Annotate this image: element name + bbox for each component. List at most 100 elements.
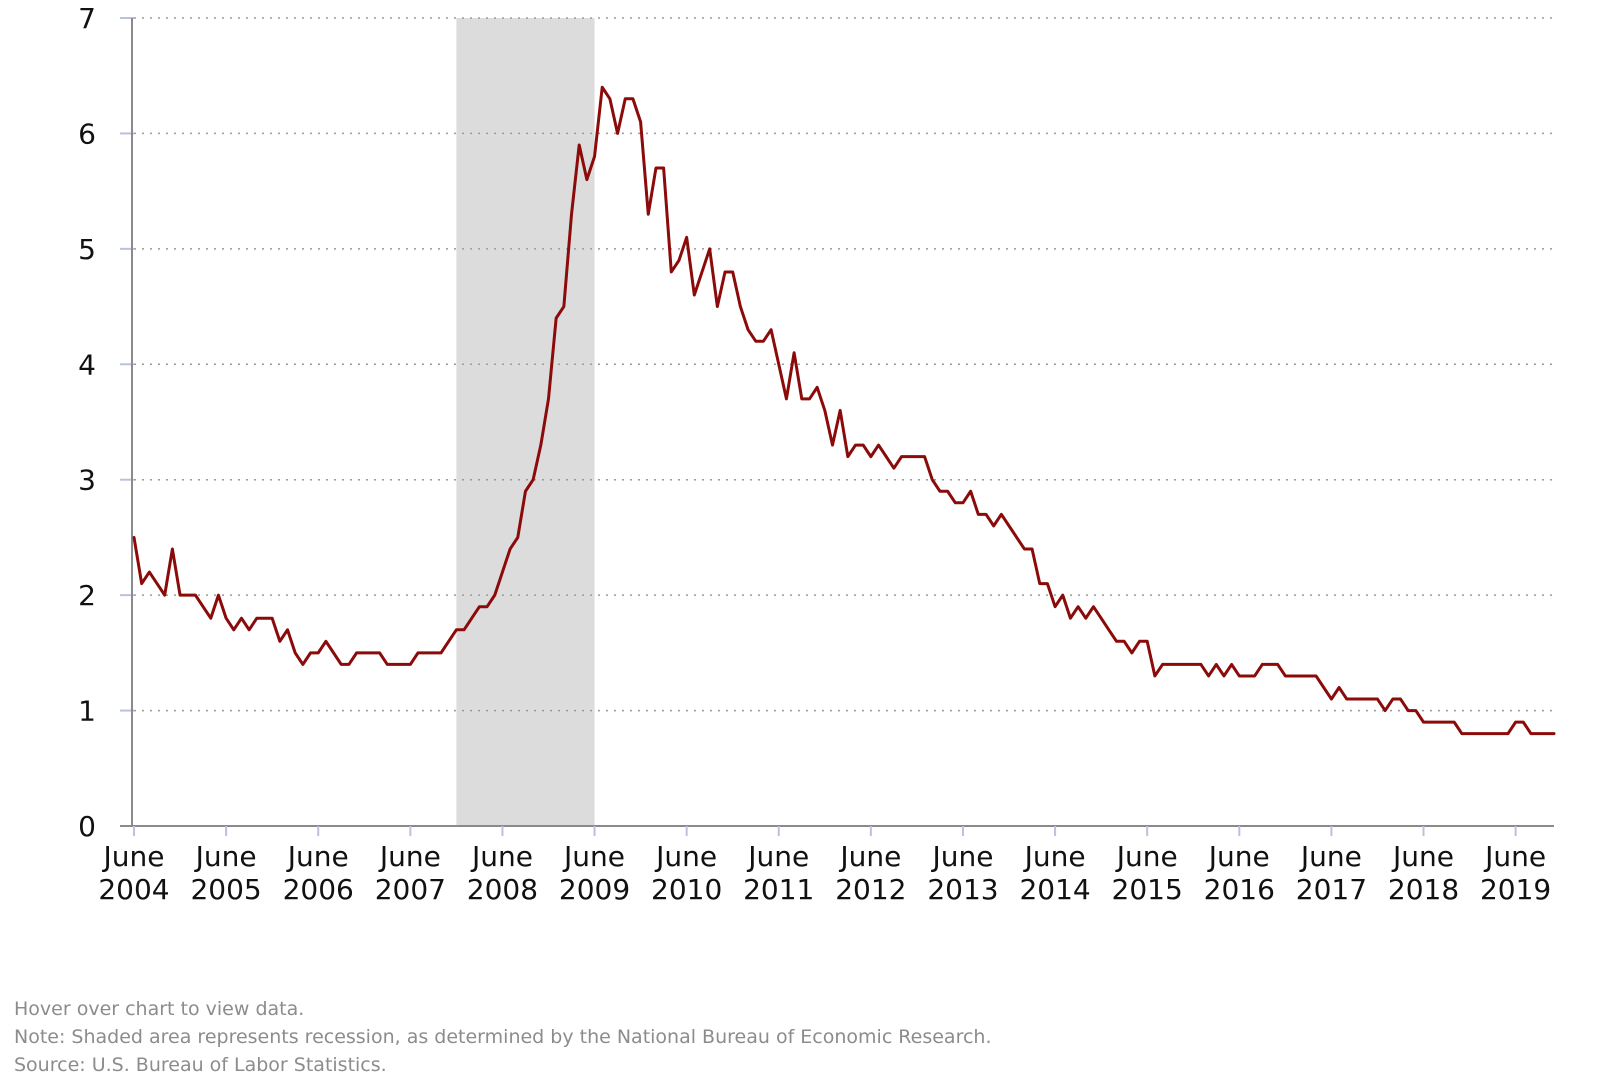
data-point[interactable] (1197, 660, 1205, 668)
data-point[interactable] (1358, 695, 1366, 703)
data-point[interactable] (775, 360, 783, 368)
data-point[interactable] (583, 176, 591, 184)
data-point[interactable] (199, 603, 207, 611)
data-point[interactable] (1089, 603, 1097, 611)
data-point[interactable] (230, 626, 238, 634)
data-point[interactable] (1166, 660, 1174, 668)
data-point[interactable] (260, 614, 268, 622)
data-point[interactable] (921, 453, 929, 461)
data-point[interactable] (353, 649, 361, 657)
data-point[interactable] (637, 118, 645, 126)
data-point[interactable] (376, 649, 384, 657)
data-point[interactable] (337, 660, 345, 668)
data-point[interactable] (299, 660, 307, 668)
data-point[interactable] (568, 210, 576, 218)
data-point[interactable] (1496, 730, 1504, 738)
data-point[interactable] (1297, 672, 1305, 680)
data-point[interactable] (798, 395, 806, 403)
data-point[interactable] (913, 453, 921, 461)
data-point[interactable] (1005, 522, 1013, 530)
data-point[interactable] (1151, 672, 1159, 680)
data-point[interactable] (867, 453, 875, 461)
data-point[interactable] (1266, 660, 1274, 668)
data-point[interactable] (1182, 660, 1190, 668)
data-point[interactable] (368, 649, 376, 657)
data-point[interactable] (591, 153, 599, 161)
data-point[interactable] (1212, 660, 1220, 668)
data-point[interactable] (214, 591, 222, 599)
data-point[interactable] (1059, 591, 1067, 599)
data-point[interactable] (414, 649, 422, 657)
data-point[interactable] (767, 326, 775, 334)
data-point[interactable] (491, 591, 499, 599)
data-point[interactable] (967, 487, 975, 495)
data-point[interactable] (1320, 683, 1328, 691)
data-point[interactable] (314, 649, 322, 657)
data-point[interactable] (905, 453, 913, 461)
data-point[interactable] (1028, 545, 1036, 553)
data-point[interactable] (852, 441, 860, 449)
data-point[interactable] (307, 649, 315, 657)
data-point[interactable] (1159, 660, 1167, 668)
data-point[interactable] (951, 499, 959, 507)
data-point[interactable] (890, 464, 898, 472)
data-point[interactable] (1450, 718, 1458, 726)
data-point[interactable] (614, 129, 622, 137)
data-point[interactable] (606, 95, 614, 103)
data-point[interactable] (683, 233, 691, 241)
data-point[interactable] (483, 603, 491, 611)
data-point[interactable] (1189, 660, 1197, 668)
data-point[interactable] (1281, 672, 1289, 680)
data-point[interactable] (1512, 718, 1520, 726)
data-point[interactable] (736, 303, 744, 311)
data-point[interactable] (990, 522, 998, 530)
data-point[interactable] (245, 626, 253, 634)
data-point[interactable] (759, 337, 767, 345)
data-point[interactable] (575, 141, 583, 149)
data-point[interactable] (1458, 730, 1466, 738)
data-point[interactable] (391, 660, 399, 668)
data-point[interactable] (675, 256, 683, 264)
data-point[interactable] (1105, 626, 1113, 634)
data-point[interactable] (399, 660, 407, 668)
data-point[interactable] (974, 510, 982, 518)
data-point[interactable] (1443, 718, 1451, 726)
data-point[interactable] (330, 649, 338, 657)
data-point[interactable] (644, 210, 652, 218)
data-point[interactable] (875, 441, 883, 449)
data-point[interactable] (721, 268, 729, 276)
data-point[interactable] (429, 649, 437, 657)
data-point[interactable] (1435, 718, 1443, 726)
data-point[interactable] (1043, 580, 1051, 588)
data-point[interactable] (138, 580, 146, 588)
data-point[interactable] (1481, 730, 1489, 738)
data-point[interactable] (1420, 718, 1428, 726)
data-point[interactable] (529, 476, 537, 484)
data-point[interactable] (1381, 707, 1389, 715)
data-point[interactable] (1412, 707, 1420, 715)
data-point[interactable] (713, 303, 721, 311)
data-point[interactable] (1174, 660, 1182, 668)
data-point[interactable] (383, 660, 391, 668)
data-point[interactable] (168, 545, 176, 553)
data-point[interactable] (1036, 580, 1044, 588)
data-point[interactable] (253, 614, 261, 622)
data-point[interactable] (1366, 695, 1374, 703)
data-point[interactable] (729, 268, 737, 276)
data-point[interactable] (506, 545, 514, 553)
data-point[interactable] (944, 487, 952, 495)
data-point[interactable] (1128, 649, 1136, 657)
data-point[interactable] (437, 649, 445, 657)
data-point[interactable] (191, 591, 199, 599)
data-point[interactable] (475, 603, 483, 611)
data-point[interactable] (1228, 660, 1236, 668)
data-point[interactable] (268, 614, 276, 622)
data-point[interactable] (1404, 707, 1412, 715)
data-point[interactable] (1243, 672, 1251, 680)
data-point[interactable] (145, 568, 153, 576)
data-point[interactable] (660, 164, 668, 172)
data-point[interactable] (936, 487, 944, 495)
data-point[interactable] (445, 637, 453, 645)
data-point[interactable] (291, 649, 299, 657)
data-point[interactable] (498, 568, 506, 576)
